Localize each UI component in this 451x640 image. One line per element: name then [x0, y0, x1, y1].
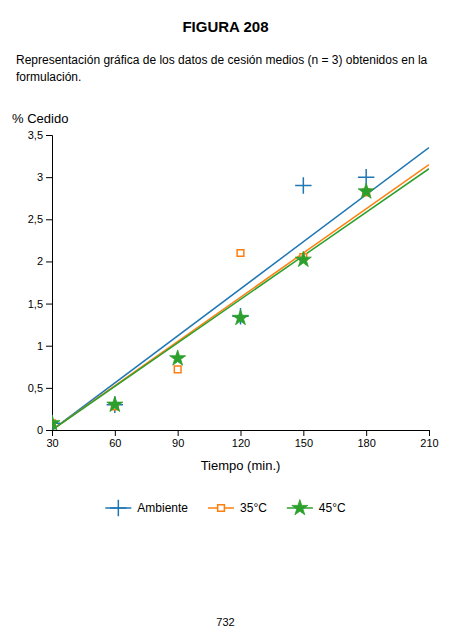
x-axis-title: Tiempo (min.) [201, 458, 281, 473]
tick: 30 [46, 430, 58, 449]
point [107, 396, 123, 411]
legend-marker [292, 500, 308, 515]
legend-label: 45°C [319, 501, 346, 515]
point [170, 350, 186, 365]
point [237, 250, 244, 257]
tick-mark [46, 304, 52, 305]
point [52, 415, 60, 430]
tick-label: 210 [420, 437, 438, 449]
plot: 30 60 90 120 150 180 210 0 0,5 1 1,5 2 2,5 3 3,5 [28, 129, 439, 449]
tick-label: 1,5 [28, 298, 43, 310]
point [232, 308, 248, 324]
point [52, 415, 60, 430]
tick-mark [366, 430, 367, 436]
trend-line [52, 148, 429, 430]
tick-mark [429, 430, 430, 436]
axis-line [53, 431, 430, 437]
axis-line [46, 136, 53, 431]
tick: 90 [172, 430, 184, 449]
subtitle: formulación. [16, 70, 81, 84]
tick-mark [46, 261, 52, 262]
tick: 60 [109, 430, 121, 449]
x-axis: 30 60 90 120 150 180 210 [46, 430, 438, 449]
tick-label: 2,5 [28, 213, 43, 225]
legend-marker [110, 500, 126, 516]
tick-mark [46, 388, 52, 389]
tick-label: 60 [109, 437, 121, 449]
tick-label: 0 [37, 424, 43, 436]
legend-item: 45°C [287, 500, 346, 516]
tick: 1,5 [28, 298, 52, 310]
legend-item: 35°C [208, 501, 267, 515]
legend-item: Ambiente [105, 500, 188, 516]
tick: 1 [37, 340, 52, 352]
tick-mark [46, 177, 52, 178]
tick-label: 150 [295, 437, 313, 449]
tick-mark [303, 430, 304, 436]
tick: 120 [232, 430, 250, 449]
tick-mark [115, 430, 116, 436]
legend: Ambiente 35°C 45°C [105, 500, 346, 517]
trend-line [52, 165, 429, 431]
y-axis-title: % Cedido [12, 111, 68, 126]
title: FIGURA 208 [182, 18, 268, 35]
tick-label: 180 [357, 437, 375, 449]
tick-label: 2 [37, 255, 43, 267]
point [107, 397, 123, 413]
tick-label: 30 [46, 437, 58, 449]
legend-label: 35°C [240, 501, 267, 515]
y-axis: 0 0,5 1 1,5 2 2,5 3 3,5 [28, 129, 53, 436]
trend-line [52, 169, 429, 430]
tick-label: 3,5 [28, 129, 43, 141]
chart: FIGURA 208 Representación gráfica de los … [0, 0, 451, 640]
tick-label: 120 [232, 437, 250, 449]
point [295, 177, 311, 193]
marks [52, 148, 429, 430]
point [295, 251, 311, 266]
legend-marker [218, 505, 225, 512]
tick-mark [178, 430, 179, 436]
point [174, 366, 181, 373]
tick: 150 [295, 430, 313, 449]
tick-label: 0,5 [28, 382, 43, 394]
point [358, 183, 374, 198]
page-number: 732 [216, 616, 234, 628]
tick: 0 [37, 424, 52, 436]
tick-label: 3 [37, 171, 43, 183]
subtitle: Representación gráfica de los datos de c… [16, 53, 428, 67]
tick-mark [46, 219, 52, 220]
tick: 3 [37, 171, 52, 183]
tick: 180 [357, 430, 375, 449]
point [232, 309, 248, 324]
tick-mark [241, 430, 242, 436]
tick: 2 [37, 255, 52, 267]
legend-label: Ambiente [137, 501, 188, 515]
tick: 0,5 [28, 382, 52, 394]
tick-mark [46, 135, 52, 136]
tick: 210 [420, 430, 438, 449]
tick-mark [46, 346, 52, 347]
tick-mark [46, 430, 52, 431]
tick: 3,5 [28, 129, 52, 141]
tick-label: 1 [37, 340, 43, 352]
tick-label: 90 [172, 437, 184, 449]
tick: 2,5 [28, 213, 52, 225]
